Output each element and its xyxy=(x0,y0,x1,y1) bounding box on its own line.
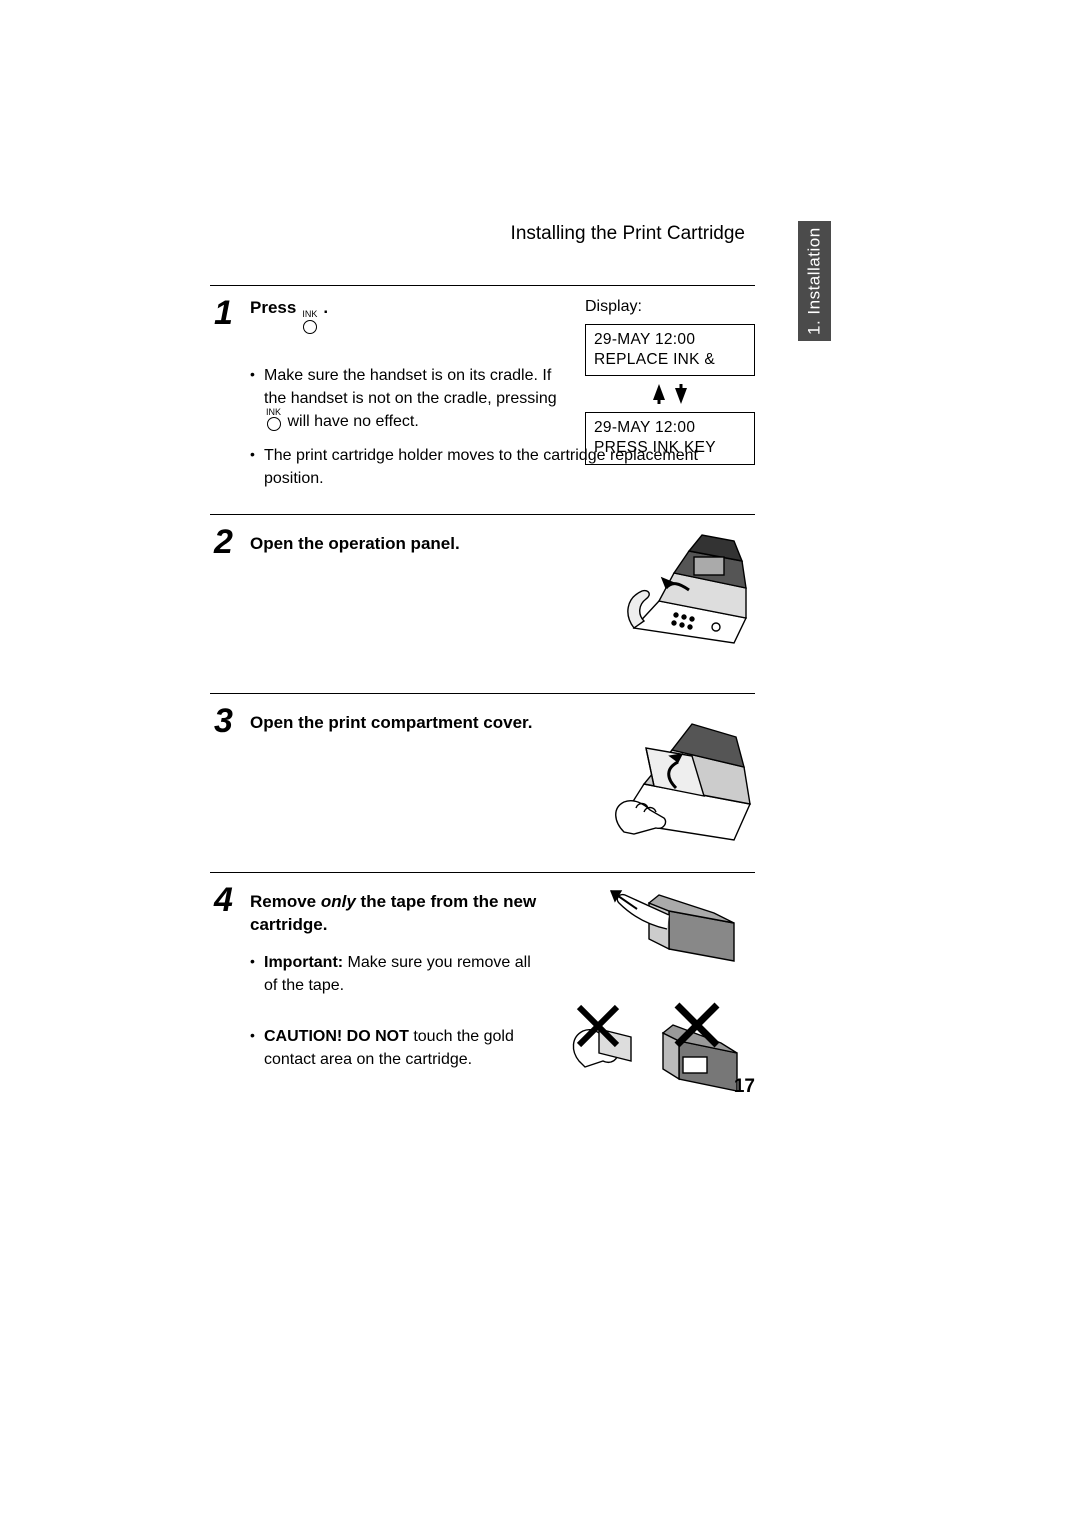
step-number: 2 xyxy=(214,523,233,562)
step3-illustration xyxy=(584,712,759,847)
ink-button-icon: INK xyxy=(302,310,317,334)
display-box-1-line-2: REPLACE INK & xyxy=(594,350,746,370)
display-box-2-line-1: 29-MAY 12:00 xyxy=(594,418,746,438)
step-4: 4 Remove only the tape from the new cart… xyxy=(210,872,755,1111)
step2-illustration xyxy=(594,533,759,658)
step4-illustration xyxy=(559,881,759,1101)
display-box-1-line-1: 29-MAY 12:00 xyxy=(594,330,746,350)
step-number: 1 xyxy=(214,294,233,333)
step1-bullet-1b: will have no effect. xyxy=(287,413,418,430)
step1-bullet-1a: Make sure the handset is on its cradle. … xyxy=(264,367,557,407)
display-box-1: 29-MAY 12:00 REPLACE INK & xyxy=(585,324,755,376)
step4-bullet-1: Important: Make sure you remove all of t… xyxy=(250,951,540,997)
display-label: Display: xyxy=(585,298,755,316)
ink-button-icon-inline: INK xyxy=(266,408,281,431)
step3-heading: Open the print compartment cover. xyxy=(250,712,550,735)
step4-bullet-2: CAUTION! DO NOT touch the gold contact a… xyxy=(250,1025,540,1071)
display-box-2: 29-MAY 12:00 PRESS INK KEY xyxy=(585,412,755,464)
ink-button-circle-icon-inline xyxy=(267,417,281,431)
step-2: 2 Open the operation panel. xyxy=(210,514,755,685)
section-header-title: Installing the Print Cartridge xyxy=(511,223,745,245)
press-instruction: Press INK . xyxy=(250,298,328,330)
step-number: 4 xyxy=(214,881,233,920)
page-number: 17 xyxy=(734,1076,755,1098)
press-suffix: . xyxy=(323,298,328,318)
step-1: 1 Press INK . Make sure the handset is o… xyxy=(210,285,755,498)
step2-heading: Open the operation panel. xyxy=(250,533,550,556)
step1-bullet-1: Make sure the handset is on its cradle. … xyxy=(250,364,560,434)
step4-heading-only: only xyxy=(321,892,356,911)
step4-heading-a: Remove xyxy=(250,892,321,911)
content-area: 1 Press INK . Make sure the handset is o… xyxy=(210,285,755,1188)
chapter-tab: 1. Installation xyxy=(798,221,831,341)
press-prefix: Press xyxy=(250,298,296,318)
ink-button-label-inline: INK xyxy=(266,408,281,416)
alternating-arrows-icon xyxy=(585,382,755,406)
step4-bullet-1-label: Important: xyxy=(264,954,343,971)
step4-bullet-2-label: CAUTION! DO NOT xyxy=(264,1028,409,1045)
display-column: Display: 29-MAY 12:00 REPLACE INK & xyxy=(585,298,755,471)
step4-heading: Remove only the tape from the new cartri… xyxy=(250,891,550,937)
ink-button-circle-icon xyxy=(303,320,317,334)
ink-button-label: INK xyxy=(302,310,317,319)
display-box-2-line-2: PRESS INK KEY xyxy=(594,438,746,458)
step-3: 3 Open the print compartment cover. xyxy=(210,693,755,864)
step-number: 3 xyxy=(214,702,233,741)
